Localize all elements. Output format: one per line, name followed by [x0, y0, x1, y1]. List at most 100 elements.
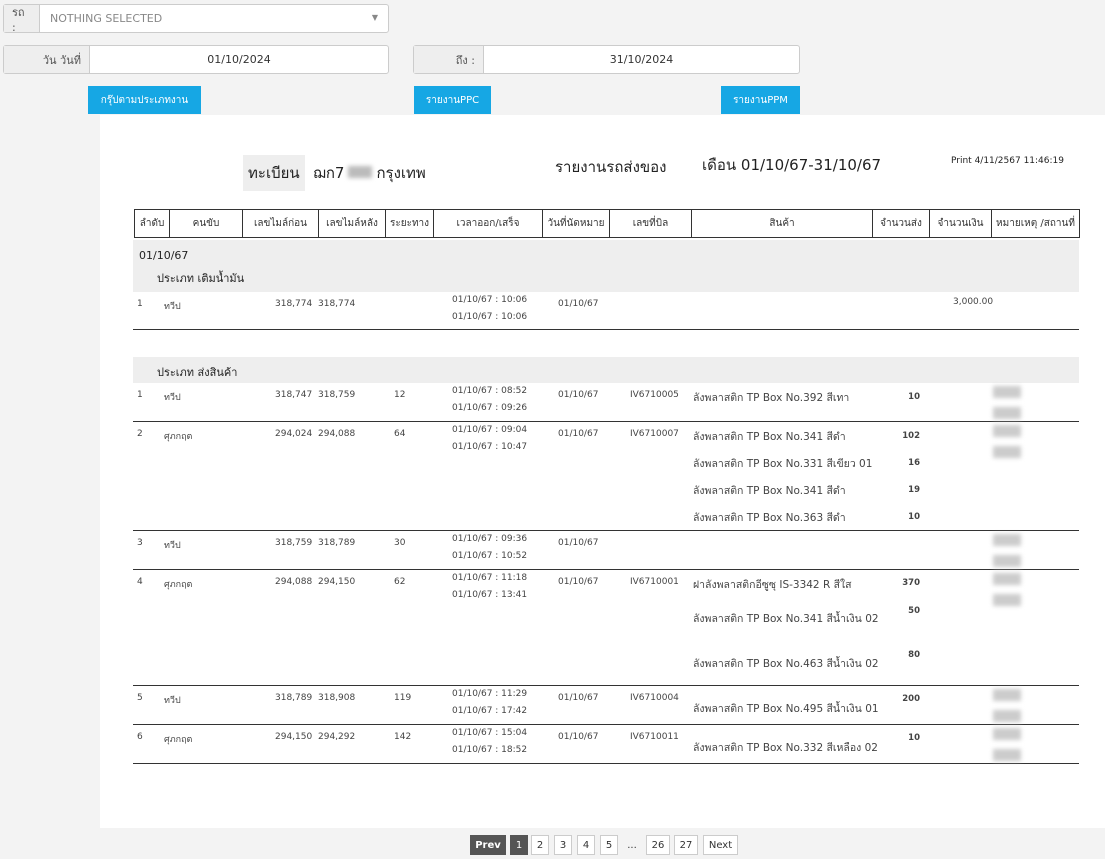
page-4[interactable]: 4: [577, 835, 595, 855]
mile-after: 294,088: [318, 429, 356, 439]
car-value: NOTHING SELECTED: [50, 12, 163, 25]
trip-no: 1: [137, 299, 143, 309]
time-done: 01/10/67 : 18:52: [452, 745, 528, 755]
mile-before: 318,747: [275, 390, 313, 400]
distance: 30: [394, 538, 406, 548]
car-select[interactable]: รถ : NOTHING SELECTED ▼: [3, 4, 389, 34]
time-done: 01/10/67 : 10:06: [452, 312, 528, 322]
remark-redacted: [993, 425, 1021, 437]
mile-before: 294,088: [275, 577, 313, 587]
remark-redacted: [993, 594, 1021, 606]
reg-label: ทะเบียน: [243, 155, 305, 191]
trip-driver: ศุภกฤต: [164, 432, 193, 442]
trip-row: 2 ศุภกฤต 294,024 294,088 64 01/10/67 : 09:04 0…: [133, 422, 1079, 531]
appointment-date: 01/10/67: [558, 538, 599, 548]
column-header: เลขที่บิล: [609, 209, 692, 238]
appointment-date: 01/10/67: [558, 693, 599, 703]
distance: 119: [394, 693, 412, 703]
column-header: วันที่นัดหมาย: [542, 209, 610, 238]
report-title: รายงานรถส่งของ: [555, 158, 667, 176]
column-header: เลขไมล์ก่อน: [242, 209, 319, 238]
product-name: ลังพลาสติก TP Box No.341 สีดำ: [693, 431, 846, 443]
ppc-report-button[interactable]: รายงานPPC: [414, 86, 491, 114]
trip-no: 3: [137, 538, 143, 548]
product-name: ลังพลาสติก TP Box No.331 สีเขียว 01: [693, 458, 873, 470]
product-name: ลังพลาสติก TP Box No.341 สีน้ำเงิน 02: [693, 613, 879, 625]
product-name: ลังพลาสติก TP Box No.392 สีเทา: [693, 392, 850, 404]
remark-redacted: [993, 573, 1021, 585]
column-header: เลขไมล์หลัง: [318, 209, 386, 238]
distance: 62: [394, 577, 406, 587]
column-header: จำนวนเงิน: [929, 209, 992, 238]
trip-row: 6 ศุภกฤต 294,150 294,292 142 01/10/67 : 15:04…: [133, 725, 1079, 764]
mile-after: 318,759: [318, 390, 356, 400]
mile-after: 294,150: [318, 577, 356, 587]
column-header: จำนวนส่ง: [872, 209, 930, 238]
product-qty: 80: [908, 650, 920, 660]
page-27[interactable]: 27: [674, 835, 698, 855]
mile-after: 318,789: [318, 538, 356, 548]
product-qty: 10: [908, 392, 920, 402]
trip-driver: ทวีป: [164, 393, 181, 403]
product-qty: 10: [908, 733, 920, 743]
product-qty: 102: [902, 431, 920, 441]
bill-no: IV6710005: [630, 390, 679, 400]
page-1[interactable]: 1: [510, 835, 528, 855]
page-5[interactable]: 5: [600, 835, 618, 855]
time-out: 01/10/67 : 11:18: [452, 573, 528, 583]
group-by-type-button[interactable]: กรุ๊ปตามประเภทงาน: [88, 86, 201, 114]
remark-redacted: [993, 728, 1021, 740]
mile-before: 294,024: [275, 429, 313, 439]
column-header: สินค้า: [691, 209, 873, 238]
trip-row: 4 ศุภกฤต 294,088 294,150 62 01/10/67 : 11:18 0…: [133, 570, 1079, 686]
group-header: ประเภท ส่งสินค้า: [133, 357, 1079, 383]
car-label: รถ :: [4, 5, 40, 34]
appointment-date: 01/10/67: [558, 732, 599, 742]
mile-after: 318,908: [318, 693, 356, 703]
ppm-report-button[interactable]: รายงานPPM: [721, 86, 800, 114]
next-button[interactable]: Next: [703, 835, 738, 855]
trip-row: 1 ทวีป 318,747 318,759 12 01/10/67 : 08:52 01/…: [133, 383, 1079, 422]
date-from-label: วัน วันที่: [4, 46, 90, 73]
plate: ฌก7 กรุงเทพ: [313, 161, 426, 185]
time-out: 01/10/67 : 08:52: [452, 386, 528, 396]
time-out: 01/10/67 : 09:04: [452, 425, 528, 435]
page-3[interactable]: 3: [554, 835, 572, 855]
trip-no: 1: [137, 390, 143, 400]
time-out: 01/10/67 : 10:06: [452, 295, 528, 305]
amount: 3,000.00: [953, 297, 994, 307]
group-header: 01/10/67 ประเภท เติมน้ำมัน: [133, 240, 1079, 292]
remark-redacted: [993, 749, 1021, 761]
page-26[interactable]: 26: [646, 835, 670, 855]
distance: 12: [394, 390, 406, 400]
prev-button[interactable]: Prev: [470, 835, 506, 855]
group-type: ประเภท เติมน้ำมัน: [157, 272, 245, 285]
date-to-input[interactable]: 31/10/2024: [609, 53, 674, 66]
product-qty: 200: [902, 694, 920, 704]
date-from-input[interactable]: 01/10/2024: [207, 53, 271, 66]
trip-no: 5: [137, 693, 143, 703]
bill-no: IV6710007: [630, 429, 679, 439]
plate-text: ฌก7: [313, 164, 345, 182]
trip-no: 4: [137, 577, 143, 587]
province: กรุงเทพ: [376, 164, 426, 182]
group-type: ประเภท ส่งสินค้า: [157, 366, 238, 379]
appointment-date: 01/10/67: [558, 390, 599, 400]
trip-no: 2: [137, 429, 143, 439]
mile-before: 318,789: [275, 693, 313, 703]
remark-redacted: [993, 407, 1021, 419]
product-name: ลังพลาสติก TP Box No.341 สีดำ: [693, 485, 846, 497]
product-qty: 50: [908, 606, 920, 616]
time-done: 01/10/67 : 10:52: [452, 551, 528, 561]
column-header: ระยะทาง: [385, 209, 434, 238]
report-panel: ทะเบียน ฌก7 กรุงเทพ รายงานรถส่งของ เดือน …: [100, 115, 1105, 828]
remark-redacted: [993, 534, 1021, 546]
product-qty: 16: [908, 458, 920, 468]
bill-no: IV6710001: [630, 577, 679, 587]
mile-before: 318,774: [275, 299, 313, 309]
column-header: คนขับ: [169, 209, 243, 238]
trip-driver: ทวีป: [164, 696, 181, 706]
bill-no: IV6710011: [630, 732, 679, 742]
page-2[interactable]: 2: [531, 835, 549, 855]
distance: 64: [394, 429, 406, 439]
